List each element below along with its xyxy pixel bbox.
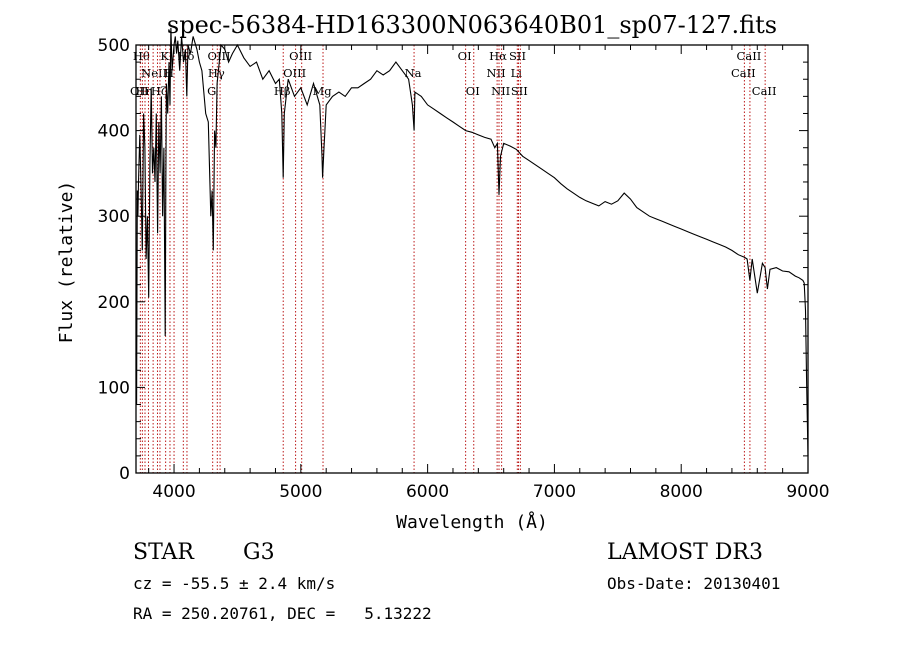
- y-tick-label: 0: [119, 464, 130, 484]
- spectral-line-label: Hγ: [208, 66, 225, 80]
- spectral-line-label: SII: [511, 84, 528, 98]
- spectral-line-label: OI: [458, 49, 472, 63]
- spectral-line-label: OIII: [283, 66, 306, 80]
- spectral-line-label: NII: [491, 84, 510, 98]
- spectral-line-label: OI: [466, 84, 480, 98]
- object-subclass: G3: [243, 540, 275, 565]
- spectral-line-label: SII: [509, 49, 526, 63]
- spectral-line-label: Hθ: [133, 49, 150, 63]
- x-tick-label: 6000: [406, 482, 449, 502]
- plot-frame: [135, 44, 809, 474]
- spectral-line-label: Hβ: [274, 84, 291, 98]
- spectral-line-label: K: [160, 49, 169, 63]
- spectral-line-label: G: [207, 84, 216, 98]
- object-class: STAR: [133, 540, 194, 565]
- spectral-line-label: NII: [487, 66, 506, 80]
- x-axis-label: Wavelength (Å): [396, 511, 548, 533]
- spectral-line-label: Mg: [312, 84, 332, 98]
- spectral-line-label: NeIII: [141, 66, 172, 80]
- y-axis-label: Flux (relative): [56, 181, 77, 344]
- spectral-line-label: OIII: [208, 49, 231, 63]
- spectral-line-label: CaII: [731, 66, 756, 80]
- spectral-line-label: CaII: [752, 84, 777, 98]
- chart-title: spec-56384-HD163300N063640B01_sp07-127.f…: [167, 11, 777, 39]
- observation-date: Obs-Date: 20130401: [607, 574, 781, 593]
- y-tick-label: 500: [98, 36, 130, 56]
- x-tick-label: 4000: [152, 482, 195, 502]
- coordinates: RA = 250.20761, DEC = 5.13222: [133, 604, 432, 623]
- x-tick-label: 8000: [660, 482, 703, 502]
- x-tick-label: 9000: [786, 482, 829, 502]
- spectral-line-label: Hα: [489, 49, 507, 63]
- spectral-line-label: Li: [511, 66, 523, 80]
- spectral-line-label: OIII: [289, 49, 312, 63]
- y-tick-label: 400: [98, 122, 130, 142]
- spectral-line-label: OII: [130, 84, 149, 98]
- y-tick-label: 100: [98, 378, 130, 398]
- y-tick-label: 300: [98, 207, 130, 227]
- spectral-line-label: Na: [405, 66, 422, 80]
- redshift-cz: cz = -55.5 ± 2.4 km/s: [133, 574, 336, 593]
- spectral-line-label: Hζ: [151, 84, 167, 98]
- x-tick-label: 5000: [279, 482, 322, 502]
- x-tick-label: 7000: [533, 482, 576, 502]
- spectrum-line: [135, 27, 809, 456]
- spectral-line-label: CaII: [737, 49, 762, 63]
- survey-name: LAMOST DR3: [607, 540, 763, 565]
- y-tick-label: 200: [98, 293, 130, 313]
